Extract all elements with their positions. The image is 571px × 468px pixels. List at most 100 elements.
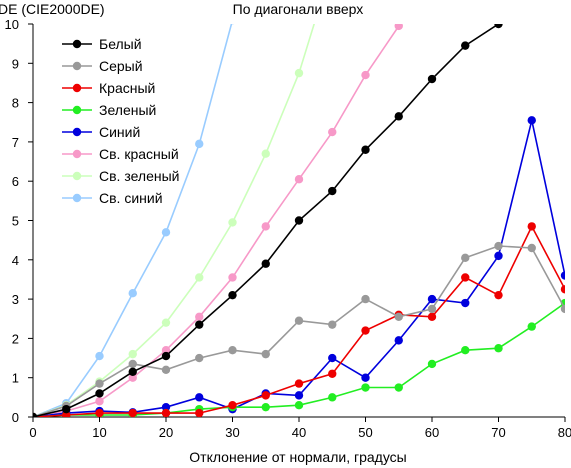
legend-label: Св. зеленый (99, 168, 179, 184)
data-point (161, 408, 171, 417)
data-point (161, 345, 171, 355)
y-tick-label: 7 (12, 135, 19, 150)
data-point (261, 149, 270, 158)
data-point (261, 402, 270, 412)
data-point (128, 367, 137, 377)
series-1 (33, 24, 503, 417)
legend-swatch-marker (72, 105, 82, 115)
data-point (361, 70, 370, 80)
data-point (527, 243, 536, 253)
y-tick-label: 9 (12, 56, 19, 71)
data-point (228, 273, 237, 282)
legend-label: Красный (99, 80, 155, 96)
data-point (161, 365, 171, 375)
data-point (294, 316, 304, 325)
legend-swatch-marker (72, 61, 82, 71)
data-point (494, 344, 503, 353)
data-point (294, 175, 304, 184)
data-point (95, 389, 104, 398)
data-point (294, 391, 304, 400)
data-point (328, 320, 337, 329)
data-point (261, 391, 270, 400)
data-point (361, 383, 370, 392)
data-point (294, 379, 304, 388)
data-point (361, 145, 370, 154)
legend-swatch-marker (72, 127, 82, 137)
y-tick-label: 0 (12, 410, 19, 425)
legend-swatch-marker (72, 193, 82, 203)
data-point (228, 218, 237, 227)
data-point (33, 412, 38, 417)
data-point (228, 345, 237, 355)
data-point (427, 312, 437, 321)
x-axis-label: Отклонение от нормали, градусы (189, 449, 406, 465)
data-point (195, 273, 204, 282)
data-point (62, 404, 71, 414)
data-point (128, 373, 137, 382)
data-point (261, 222, 270, 231)
data-point (328, 353, 337, 363)
data-point (228, 290, 237, 300)
data-point (560, 304, 565, 314)
x-tick-label: 10 (92, 425, 106, 440)
legend: Белый Серый Красный Зеленый Синий Св. красный… (62, 36, 179, 206)
data-point (195, 320, 204, 329)
data-point (494, 241, 503, 251)
data-point (195, 408, 204, 417)
legend-swatch-marker (72, 39, 82, 49)
data-point (527, 322, 536, 331)
data-point (560, 271, 565, 280)
chart-title: По диагонали вверх (233, 1, 364, 17)
data-point (195, 312, 204, 321)
legend-label: Белый (99, 36, 142, 52)
data-point (394, 24, 403, 31)
x-tick-label: 50 (358, 425, 372, 440)
series-6 (33, 24, 403, 417)
data-point (95, 408, 104, 417)
data-point (461, 345, 470, 355)
data-point (494, 290, 503, 300)
data-point (361, 326, 370, 335)
data-point (328, 186, 337, 196)
series-line (33, 24, 402, 417)
y-tick-label: 8 (12, 96, 19, 111)
series-line (33, 120, 565, 417)
data-point (195, 393, 204, 402)
legend-label: Св. красный (99, 146, 179, 162)
data-point (527, 222, 536, 231)
legend-label: Зеленый (99, 102, 156, 118)
data-point (228, 401, 237, 410)
data-point (427, 304, 437, 314)
data-point (294, 68, 304, 78)
series-line (33, 24, 500, 417)
data-point (461, 273, 470, 282)
data-point (461, 253, 470, 263)
data-point (527, 116, 536, 125)
data-point (427, 74, 437, 84)
data-point (294, 401, 304, 410)
x-tick-label: 70 (491, 425, 505, 440)
legend-label: Синий (99, 124, 140, 140)
x-tick-label: 40 (292, 425, 306, 440)
y-tick-label: 5 (12, 214, 19, 229)
data-point (394, 383, 403, 392)
y-tick-label: 2 (12, 331, 19, 346)
data-point (195, 139, 204, 149)
x-axis-ticks: 0 10 20 30 40 50 60 70 80 (29, 417, 571, 440)
data-point (328, 393, 337, 402)
data-point (427, 359, 437, 369)
data-point (394, 112, 403, 121)
series-line (33, 24, 315, 417)
data-point (261, 349, 270, 359)
data-point (461, 298, 470, 308)
x-tick-label: 0 (29, 425, 36, 440)
data-point (161, 228, 171, 237)
data-point (294, 216, 304, 225)
y-tick-label: 3 (12, 292, 19, 307)
data-point (161, 402, 171, 412)
data-point (361, 373, 370, 382)
legend-label: Серый (99, 58, 143, 74)
data-point (128, 359, 137, 369)
y-tick-label: 10 (5, 17, 19, 32)
data-point (394, 336, 403, 345)
